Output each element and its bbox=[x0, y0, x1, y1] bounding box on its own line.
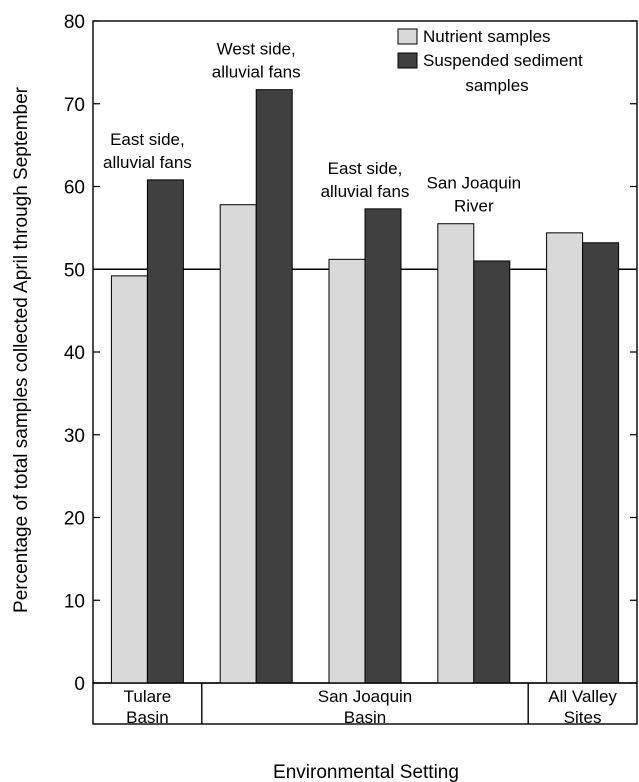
bar-nutrient-3 bbox=[437, 223, 475, 684]
annotation-1-line-0: West side, bbox=[217, 40, 296, 59]
annotation-0-line-1: alluvial fans bbox=[103, 153, 192, 172]
y-tick-label-60: 60 bbox=[64, 178, 85, 199]
annotation-1-line-1: alluvial fans bbox=[212, 63, 301, 82]
y-tick-label-30: 30 bbox=[64, 426, 85, 447]
y-tick-label-20: 20 bbox=[64, 509, 85, 530]
annotation-2-line-1: alluvial fans bbox=[321, 182, 410, 201]
y-tick-label-50: 50 bbox=[64, 260, 85, 281]
bar-nutrient-0 bbox=[110, 275, 148, 684]
bars-layer bbox=[110, 89, 620, 684]
group-label-2-line-1: Sites bbox=[564, 708, 602, 727]
legend-swatch-sediment bbox=[397, 52, 418, 69]
group-label-2-line-0: All Valley bbox=[548, 687, 617, 706]
x-axis-label: Environmental Setting bbox=[273, 762, 459, 782]
y-tick-label-70: 70 bbox=[64, 95, 85, 116]
annotation-2-line-0: East side, bbox=[328, 159, 403, 178]
y-axis-label: Percentage of total samples collected Ap… bbox=[11, 86, 32, 613]
legend: Nutrient samples Suspended sediment sample… bbox=[397, 27, 583, 95]
group-band bbox=[92, 682, 638, 725]
bar-nutrient-1 bbox=[219, 204, 257, 684]
y-tick-label-10: 10 bbox=[64, 591, 85, 612]
bar-sediment-2 bbox=[364, 208, 402, 684]
bar-sediment-4 bbox=[582, 242, 620, 684]
bar-sediment-3 bbox=[473, 260, 511, 684]
legend-text-1-0: Suspended sediment bbox=[423, 51, 583, 70]
group-label-1-line-1: Basin bbox=[344, 708, 387, 727]
legend-text-0-0: Nutrient samples bbox=[423, 27, 551, 46]
bar-nutrient-2 bbox=[328, 258, 366, 684]
group-label-0-line-0: Tulare bbox=[124, 687, 172, 706]
bar-sediment-0 bbox=[146, 179, 184, 684]
y-tick-label-80: 80 bbox=[64, 12, 85, 33]
ticks-layer: 0 10 20 30 40 50 60 70 80 bbox=[64, 12, 637, 695]
legend-swatch-nutrient bbox=[397, 28, 418, 45]
group-label-0-line-1: Basin bbox=[126, 708, 169, 727]
group-labels-layer: Tulare Basin San Joaquin Basin All Valley Sit… bbox=[92, 682, 638, 727]
y-tick-label-40: 40 bbox=[64, 343, 85, 364]
annotation-3-line-1: River bbox=[454, 197, 494, 216]
y-tick-label-0: 0 bbox=[74, 674, 85, 695]
annotation-0-line-0: East side, bbox=[110, 130, 185, 149]
bar-sediment-1 bbox=[255, 89, 293, 684]
legend-text-1-1: samples bbox=[465, 76, 528, 95]
annotation-3-line-0: San Joaquin bbox=[427, 174, 522, 193]
group-label-1-line-0: San Joaquin bbox=[318, 687, 413, 706]
bar-nutrient-4 bbox=[546, 232, 584, 684]
annotations-layer: East side, alluvial fans West side, alluvia… bbox=[103, 40, 521, 216]
